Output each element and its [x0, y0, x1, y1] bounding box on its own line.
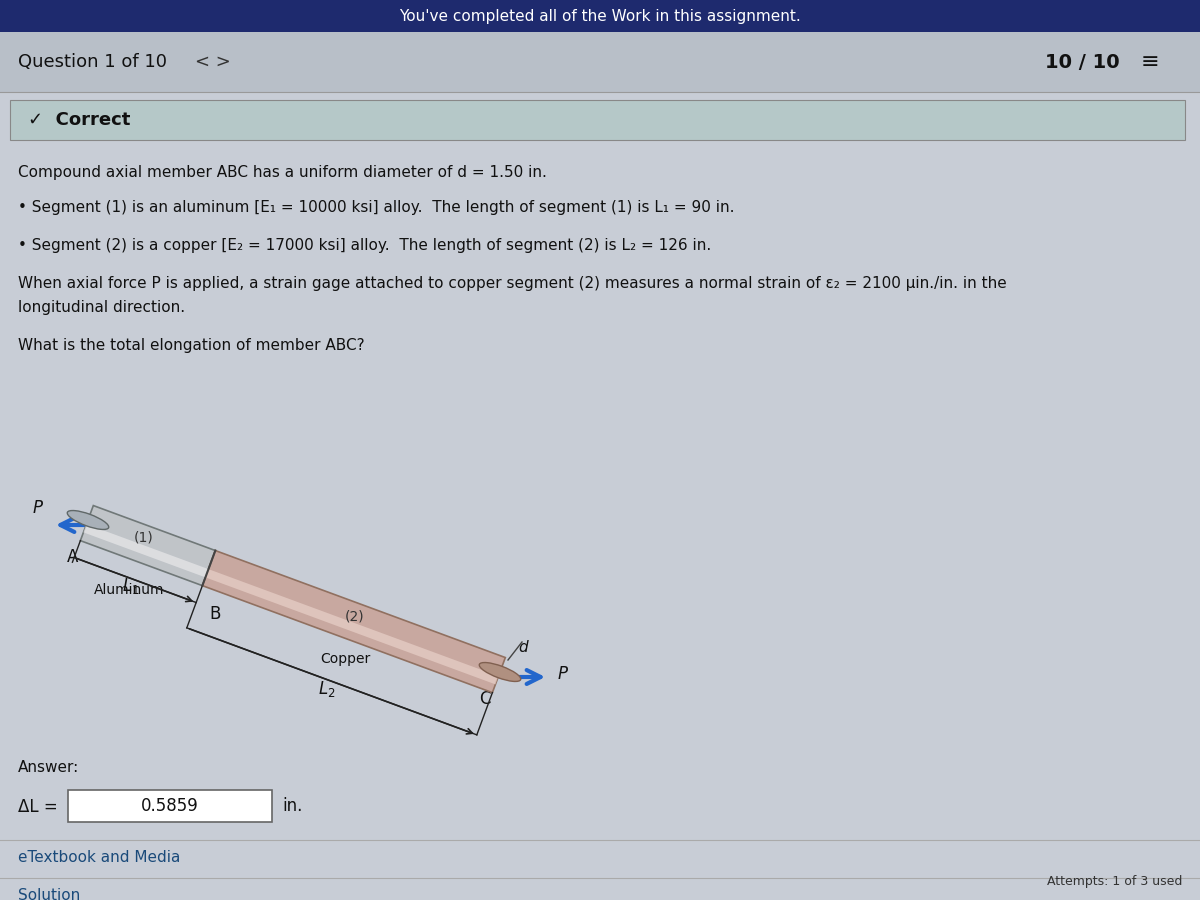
Text: Compound axial member ABC has a uniform diameter of d = 1.50 in.: Compound axial member ABC has a uniform … — [18, 165, 547, 180]
Text: 10 / 10: 10 / 10 — [1045, 52, 1120, 71]
Text: What is the total elongation of member ABC?: What is the total elongation of member A… — [18, 338, 365, 353]
Text: P: P — [34, 499, 43, 517]
Text: Attempts: 1 of 3 used: Attempts: 1 of 3 used — [1046, 875, 1182, 888]
Text: ✓  Correct: ✓ Correct — [28, 111, 131, 129]
Text: (2): (2) — [346, 609, 365, 624]
Text: Answer:: Answer: — [18, 760, 79, 775]
Text: B: B — [209, 605, 221, 623]
Polygon shape — [205, 569, 498, 684]
Polygon shape — [84, 524, 209, 578]
Bar — [0, 32, 1200, 92]
Text: A: A — [67, 548, 79, 566]
Text: 0.5859: 0.5859 — [142, 797, 199, 815]
Polygon shape — [203, 551, 505, 693]
Text: C: C — [479, 690, 491, 708]
Text: When axial force P is applied, a strain gage attached to copper segment (2) meas: When axial force P is applied, a strain … — [18, 276, 1007, 291]
Text: • Segment (1) is an aluminum [E₁ = 10000 ksi] alloy.  The length of segment (1) : • Segment (1) is an aluminum [E₁ = 10000… — [18, 200, 734, 215]
Text: $L_1$: $L_1$ — [122, 576, 140, 597]
Text: < >: < > — [194, 53, 230, 71]
Text: $L_2$: $L_2$ — [318, 680, 336, 699]
Text: You've completed all of the Work in this assignment.: You've completed all of the Work in this… — [400, 8, 800, 23]
Text: d: d — [518, 640, 528, 654]
Text: Copper: Copper — [320, 652, 370, 667]
Ellipse shape — [479, 662, 521, 681]
FancyBboxPatch shape — [10, 100, 1186, 140]
Text: longitudinal direction.: longitudinal direction. — [18, 300, 185, 315]
Text: Solution: Solution — [18, 888, 80, 900]
FancyBboxPatch shape — [68, 790, 272, 822]
Text: Question 1 of 10: Question 1 of 10 — [18, 53, 167, 71]
Bar — [0, 0, 1200, 32]
Ellipse shape — [67, 510, 109, 529]
Text: (1): (1) — [134, 530, 154, 544]
Text: P: P — [558, 665, 568, 683]
Text: eTextbook and Media: eTextbook and Media — [18, 850, 180, 865]
Text: ΔL =: ΔL = — [18, 798, 58, 816]
Text: in.: in. — [282, 797, 302, 815]
Text: ≡: ≡ — [1141, 52, 1159, 72]
Text: Aluminum: Aluminum — [94, 582, 164, 597]
Polygon shape — [80, 506, 215, 586]
Text: • Segment (2) is a copper [E₂ = 17000 ksi] alloy.  The length of segment (2) is : • Segment (2) is a copper [E₂ = 17000 ks… — [18, 238, 712, 253]
